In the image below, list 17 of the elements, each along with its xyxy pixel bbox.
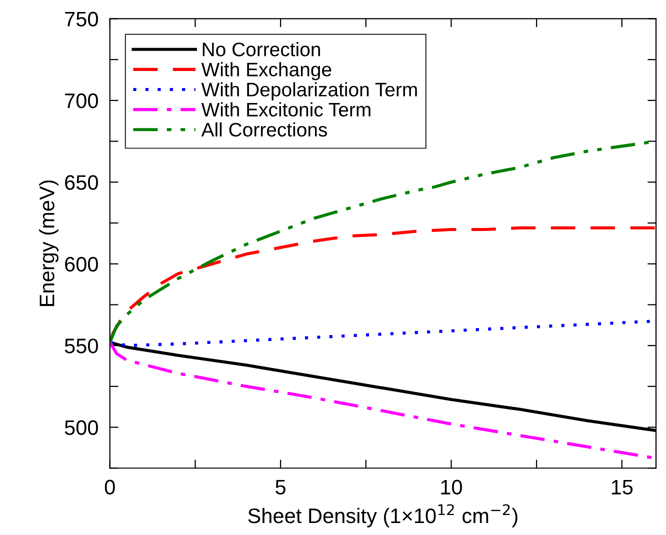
legend-label: With Excitonic Term — [201, 102, 370, 117]
y-tick-label: 750 — [65, 12, 98, 26]
y-tick-label: 700 — [65, 93, 98, 108]
y-tick-label: 550 — [64, 338, 98, 354]
x-tick-label: 10 — [441, 480, 462, 495]
legend-label: With Depolarization Term — [201, 82, 417, 100]
legend-label: With Exchange — [201, 62, 332, 80]
y-tick-label: 600 — [65, 256, 98, 272]
legend-label: All Corrections — [201, 122, 328, 137]
x-tick-label: 5 — [276, 480, 286, 495]
x-axis-title: Sheet Density (1×10$^{12}$ cm$^{−2}$) — [248, 504, 518, 528]
x-tick-label: 0 — [104, 480, 115, 495]
legend-label: No Correction — [202, 42, 320, 56]
x-tick-label: 15 — [612, 480, 633, 495]
y-axis-title: Energy (meV) — [39, 180, 58, 306]
y-tick-label: 500 — [64, 420, 98, 436]
y-tick-label: 650 — [65, 175, 98, 190]
